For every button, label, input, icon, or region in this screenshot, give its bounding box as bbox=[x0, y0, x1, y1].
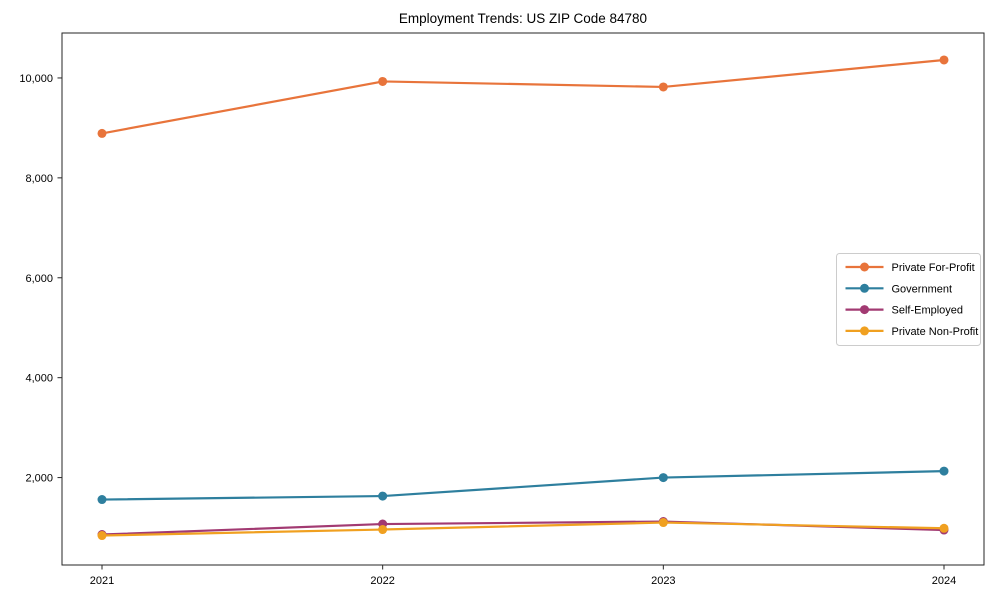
y-tick-label: 10,000 bbox=[19, 73, 53, 85]
legend-entry-label: Self-Employed bbox=[892, 305, 964, 317]
chart-title: Employment Trends: US ZIP Code 84780 bbox=[399, 11, 647, 26]
data-point bbox=[97, 495, 107, 505]
legend-entry-label: Private For-Profit bbox=[892, 262, 975, 274]
x-tick-label: 2021 bbox=[90, 575, 114, 587]
legend-entry-label: Government bbox=[892, 283, 953, 295]
y-tick-label: 8,000 bbox=[25, 173, 53, 185]
legend-marker-dot bbox=[860, 283, 869, 293]
x-tick-label: 2023 bbox=[651, 575, 675, 587]
data-point bbox=[97, 531, 107, 541]
plot-frame bbox=[61, 32, 985, 566]
legend: Private For-Profit Government Self-Employe… bbox=[836, 253, 981, 346]
data-point bbox=[939, 523, 949, 533]
data-point bbox=[939, 466, 949, 476]
plot-area: 2,000 4,000 6,000 8,000 10,000 2021 2022 2023 20… bbox=[19, 32, 985, 587]
legend-marker-dot bbox=[860, 326, 869, 336]
series-line bbox=[100, 469, 946, 501]
y-tick-label: 2,000 bbox=[25, 473, 53, 485]
x-tick-label: 2022 bbox=[370, 575, 394, 587]
series-line bbox=[100, 58, 946, 135]
data-point bbox=[658, 518, 668, 528]
data-point bbox=[378, 491, 388, 501]
data-point bbox=[378, 525, 388, 535]
y-tick-label: 6,000 bbox=[25, 273, 53, 285]
legend-entry-label: Private Non-Profit bbox=[892, 326, 979, 338]
y-tick-label: 4,000 bbox=[25, 373, 53, 385]
legend-marker-dot bbox=[860, 262, 869, 272]
x-tick-label: 2024 bbox=[932, 575, 956, 587]
data-point bbox=[658, 473, 668, 483]
data-point bbox=[378, 76, 388, 86]
series-line bbox=[100, 521, 946, 537]
data-point bbox=[658, 82, 668, 92]
legend-box bbox=[836, 253, 981, 346]
data-point bbox=[939, 55, 949, 65]
legend-marker-dot bbox=[860, 305, 869, 315]
data-point bbox=[97, 128, 107, 138]
